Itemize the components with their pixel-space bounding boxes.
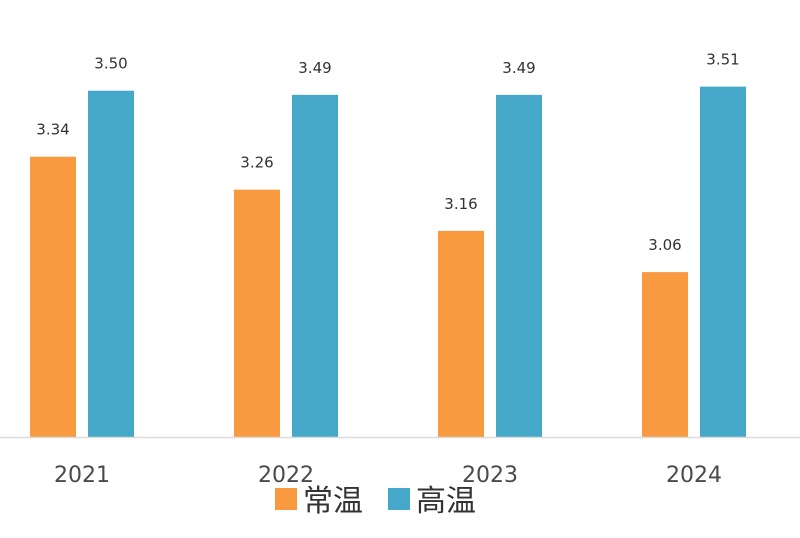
data-label-2021-series-2: 3.50	[94, 55, 127, 73]
legend-label-series-2: 高温	[416, 484, 476, 519]
data-label-2021-series-1: 3.34	[36, 121, 69, 139]
legend: 常温 高温	[275, 484, 476, 519]
bar-2022-series-2	[292, 94, 338, 437]
data-label-2024-series-1: 3.06	[648, 236, 681, 254]
x-tick-label-2022: 2022	[258, 463, 314, 488]
legend-swatch-series-2	[388, 488, 410, 510]
bars-layer	[30, 86, 746, 437]
bar-2023-series-2	[496, 94, 542, 437]
bar-2021-series-1	[30, 156, 76, 437]
data-label-2024-series-2: 3.51	[706, 51, 739, 69]
legend-label-series-1: 常温	[303, 484, 363, 519]
x-tick-labels: 2021 2022 2023 2024	[54, 463, 722, 488]
data-label-2022-series-1: 3.26	[240, 154, 273, 172]
bar-2021-series-2	[88, 90, 134, 437]
bar-2024-series-1	[642, 272, 688, 437]
x-tick-label-2023: 2023	[462, 463, 518, 488]
bar-2023-series-1	[438, 230, 484, 437]
data-label-2023-series-2: 3.49	[502, 59, 535, 77]
bar-2024-series-2	[700, 86, 746, 437]
bar-2022-series-1	[234, 189, 280, 437]
x-tick-label-2021: 2021	[54, 463, 110, 488]
legend-swatch-series-1	[275, 488, 297, 510]
x-tick-label-2024: 2024	[666, 463, 722, 488]
data-label-2023-series-1: 3.16	[444, 195, 477, 213]
data-label-2022-series-2: 3.49	[298, 59, 331, 77]
data-labels-layer: 3.34 3.50 3.26 3.49 3.16 3.49 3.06 3.51	[36, 51, 739, 255]
